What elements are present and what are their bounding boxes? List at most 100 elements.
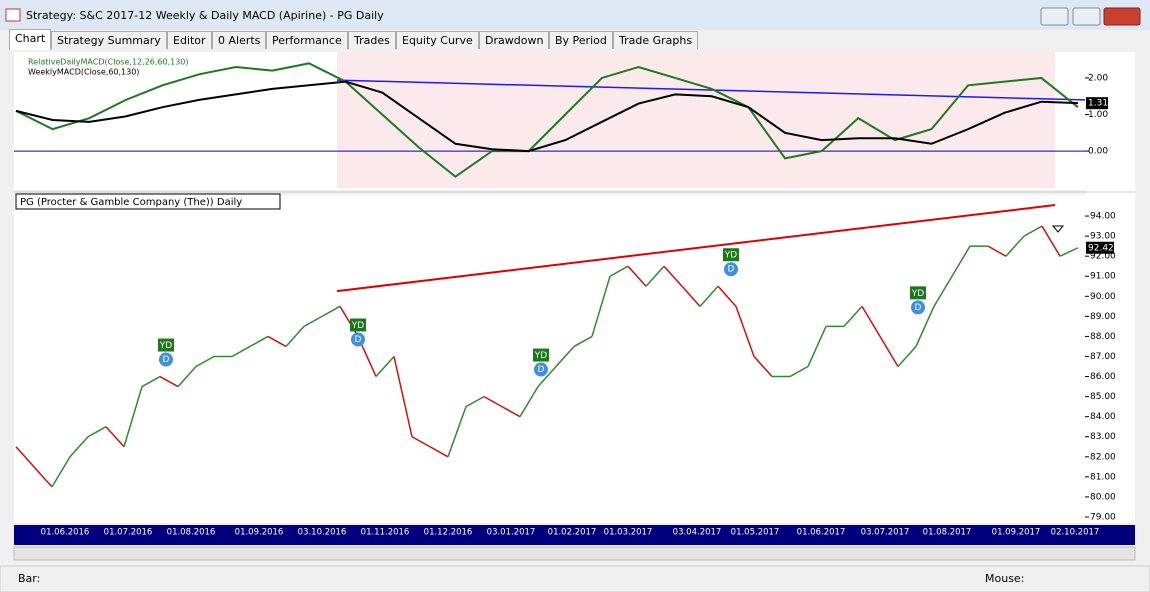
price-segment <box>789 365 809 378</box>
price-segment <box>591 276 611 337</box>
price-title-box <box>15 193 281 210</box>
price-segment <box>519 386 539 418</box>
status-bar <box>0 565 1150 592</box>
signal-box <box>533 348 549 362</box>
y-tick-label: 93.00 <box>1090 232 1116 242</box>
x-tick-label: 03.07.2017 <box>861 528 910 538</box>
price-segment <box>1005 235 1025 257</box>
signal-box <box>723 248 739 262</box>
tab[interactable]: Strategy Summary <box>51 31 167 49</box>
price-segment <box>195 355 215 368</box>
tab[interactable]: 0 Alerts <box>212 31 267 49</box>
price-segment <box>465 395 485 408</box>
price-segment <box>159 375 179 388</box>
tab[interactable]: By Period <box>549 31 613 49</box>
y-tick-label: 81.00 <box>1090 472 1116 482</box>
x-tick-label: 01.08.2016 <box>167 528 216 538</box>
scrollbar[interactable] <box>13 546 1136 561</box>
price-segment <box>1023 225 1043 237</box>
price-segment <box>735 306 755 357</box>
price-segment <box>249 335 269 348</box>
close-button[interactable] <box>1103 7 1141 26</box>
price-segment <box>915 306 935 347</box>
signal-sub-label: D <box>163 355 170 365</box>
y-tick-label: 91.00 <box>1090 272 1116 282</box>
x-tick-label: 01.08.2017 <box>923 528 972 538</box>
tab[interactable]: Equity Curve <box>396 31 479 49</box>
tab[interactable]: Trade Graphs <box>613 31 699 49</box>
legend-entry: RelativeDailyMACD(Close,12,26,60,130) <box>28 58 189 67</box>
last-value-box <box>1086 241 1114 254</box>
signal-box <box>350 318 366 332</box>
y-tick-label: 92.00 <box>1090 252 1116 262</box>
app-icon <box>5 8 21 22</box>
price-segment <box>807 326 827 367</box>
signal-label: YD <box>159 341 172 351</box>
y-tick-label: 84.00 <box>1090 412 1116 422</box>
price-segment <box>141 375 161 388</box>
price-pane <box>14 195 1085 523</box>
y-tick-label: 2.00 <box>1088 73 1108 83</box>
tab[interactable]: Drawdown <box>479 31 550 49</box>
price-segment <box>87 426 107 438</box>
signal-box <box>910 286 926 300</box>
price-segment <box>105 426 125 448</box>
price-segment <box>33 466 53 488</box>
tab[interactable]: Editor <box>167 31 212 49</box>
price-segment <box>267 335 287 348</box>
status-mouse-label: Mouse: <box>985 572 1024 585</box>
tab[interactable]: Chart <box>9 29 52 50</box>
y-tick-label: 0.00 <box>1088 147 1108 157</box>
price-segment <box>609 265 629 277</box>
price-segment <box>645 265 665 287</box>
price-segment <box>321 305 341 318</box>
trendline <box>336 79 1086 101</box>
x-tick-label: 01.06.2016 <box>41 528 90 538</box>
last-value-label: 1.31 <box>1088 99 1108 109</box>
window-title: Strategy: S&C 2017-12 Weekly & Daily MAC… <box>26 9 384 22</box>
x-tick-label: 01.03.2017 <box>604 528 653 538</box>
price-segment <box>699 285 719 307</box>
x-tick-label: 01.09.2017 <box>992 528 1041 538</box>
x-tick-label: 01.05.2017 <box>731 528 780 538</box>
price-segment <box>51 456 71 488</box>
price-segment <box>231 345 251 358</box>
tab[interactable]: Trades <box>348 31 396 49</box>
x-tick-label: 02.10.2017 <box>1051 528 1100 538</box>
price-segment <box>69 436 89 458</box>
price-segment <box>897 345 917 368</box>
price-segment <box>861 305 881 337</box>
price-segment <box>627 265 647 287</box>
status-bar-label: Bar: <box>18 572 40 585</box>
signal-marker <box>159 352 173 367</box>
signal-sub-label: D <box>355 335 362 345</box>
signal-sub-label: D <box>538 365 545 375</box>
maximize-button[interactable] <box>1072 7 1101 26</box>
price-segment <box>483 395 503 408</box>
x-tick-label: 01.09.2016 <box>235 528 284 538</box>
price-segment <box>555 345 575 368</box>
y-tick-label: 85.00 <box>1090 392 1116 402</box>
last-value-label: 92.42 <box>1088 243 1114 253</box>
price-segment <box>177 366 197 388</box>
signal-label: YD <box>351 321 364 331</box>
x-tick-label: 01.11.2016 <box>361 528 410 538</box>
y-tick-label: 79.00 <box>1090 512 1116 522</box>
signal-box <box>158 338 174 352</box>
price-segment <box>879 336 899 367</box>
signal-label: YD <box>534 351 547 361</box>
price-segment <box>987 245 1007 257</box>
tab[interactable]: Performance <box>266 31 348 49</box>
y-tick-label: 88.00 <box>1090 332 1116 342</box>
y-tick-label: 82.00 <box>1090 452 1116 462</box>
price-segment <box>411 436 431 448</box>
signal-label: YD <box>911 289 924 299</box>
price-segment <box>843 305 863 327</box>
x-tick-label: 01.07.2016 <box>104 528 153 538</box>
signal-marker <box>911 300 925 315</box>
y-tick-label: 83.00 <box>1090 432 1116 442</box>
signal-marker <box>724 262 738 277</box>
minimize-button[interactable] <box>1040 7 1069 26</box>
